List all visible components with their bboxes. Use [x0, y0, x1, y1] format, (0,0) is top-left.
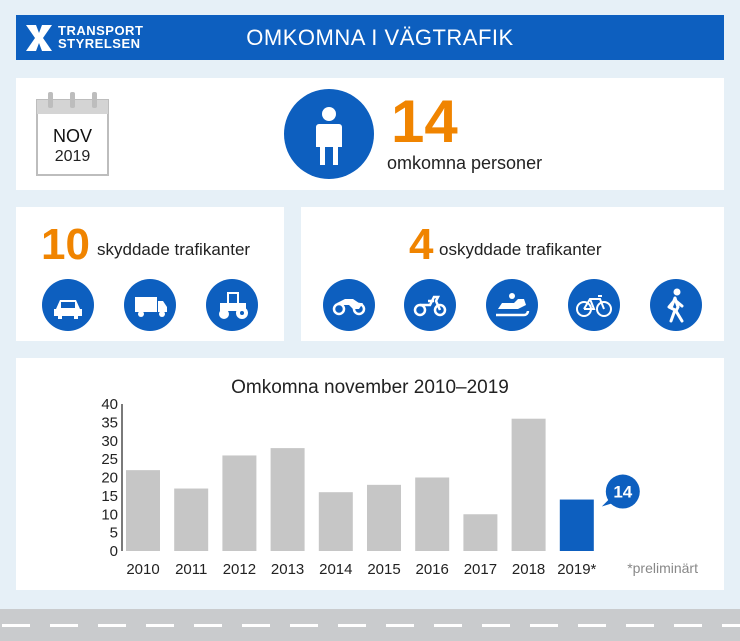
y-tick-label: 30 [101, 433, 118, 450]
bar-2016 [415, 477, 450, 551]
bar-2018 [511, 418, 546, 551]
x-tick-label: 2011 [175, 561, 207, 578]
road-decoration [0, 609, 740, 641]
y-tick-label: 25 [101, 451, 118, 468]
bar-2012 [222, 455, 257, 551]
chart-panel: Omkomna november 2010–2019 0 5 10 15 20 25 30 35… [16, 358, 724, 590]
unprotected-label: oskyddade trafikanter [439, 240, 602, 259]
page-title: OMKOMNA I VÄGTRAFIK [246, 25, 514, 50]
logo-line2: STYRELSEN [58, 36, 141, 51]
road-dash [626, 624, 654, 627]
road-dash [482, 624, 510, 627]
x-tick-label: 2010 [126, 561, 159, 578]
road-dash [530, 624, 558, 627]
bar-2014 [318, 492, 353, 551]
calendar-month: NOV [52, 126, 92, 146]
protected-label: skyddade trafikanter [97, 240, 251, 259]
bicycle-icon [568, 279, 620, 331]
total-count: 14 [391, 88, 458, 155]
y-tick-label: 0 [110, 543, 118, 560]
bar-2017 [463, 514, 498, 551]
header-bar: TRANSPORT STYRELSEN OMKOMNA I VÄGTRAFIK [16, 15, 724, 60]
protected-count: 10 [41, 220, 90, 269]
calendar-year: 2019 [54, 148, 91, 165]
x-tick-label: 2018 [512, 561, 545, 578]
road-dash [50, 624, 78, 627]
snowmobile-icon [486, 279, 538, 331]
highlight-bubble [605, 474, 640, 509]
road-dash [674, 624, 702, 627]
x-tick-label: 2012 [223, 561, 256, 578]
bar-2015 [367, 484, 401, 551]
bar-2010 [126, 470, 160, 551]
chart-title: Omkomna november 2010–2019 [231, 377, 509, 398]
road-dash [290, 624, 318, 627]
x-tick-label: 2013 [271, 561, 304, 578]
moped-icon [404, 279, 456, 331]
road-dash [146, 624, 174, 627]
y-tick-label: 20 [101, 470, 118, 487]
unprotected-count: 4 [409, 220, 434, 269]
bar-2019 [559, 499, 594, 551]
calendar-icon [36, 92, 109, 176]
road-dash [194, 624, 222, 627]
bar-2011 [174, 488, 209, 551]
chart-footnote: *preliminärt [627, 560, 698, 576]
y-tick-label: 15 [101, 488, 118, 505]
logo-line1: TRANSPORT [58, 23, 144, 38]
y-tick-label: 10 [101, 506, 118, 523]
highlight-value-label: 14 [613, 483, 632, 502]
road-dash [242, 624, 270, 627]
total-label: omkomna personer [387, 153, 543, 173]
x-tick-label: 2016 [416, 561, 449, 578]
unprotected-panel: 4 oskyddade trafikanter [301, 207, 724, 341]
x-tick-label: 2015 [367, 561, 400, 578]
y-tick-label: 5 [110, 525, 118, 542]
truck-icon [124, 279, 176, 331]
road-dash [2, 624, 30, 627]
x-tick-label: 2014 [319, 561, 352, 578]
bar-2013 [270, 448, 305, 551]
logo-text: TRANSPORT STYRELSEN [58, 24, 143, 50]
road-dash [98, 624, 126, 627]
transportstyrelsen-logo-icon [26, 25, 52, 51]
road-dash [386, 624, 414, 627]
y-tick-label: 35 [101, 414, 118, 431]
motorcycle-icon [323, 279, 375, 331]
tractor-icon [206, 279, 258, 331]
total-panel: NOV 2019 14 omkomna personer [16, 78, 724, 190]
protected-panel: 10 skyddade trafikanter [16, 207, 284, 341]
road-dash [338, 624, 366, 627]
person-icon [284, 89, 374, 179]
y-tick-label: 40 [101, 396, 118, 413]
road-dash [434, 624, 462, 627]
road-dash [578, 624, 606, 627]
x-tick-label: 2017 [464, 561, 497, 578]
x-tick-label: 2019* [557, 561, 596, 578]
road-dash [722, 624, 740, 627]
car-icon [42, 279, 94, 331]
pedestrian-icon [650, 279, 702, 331]
